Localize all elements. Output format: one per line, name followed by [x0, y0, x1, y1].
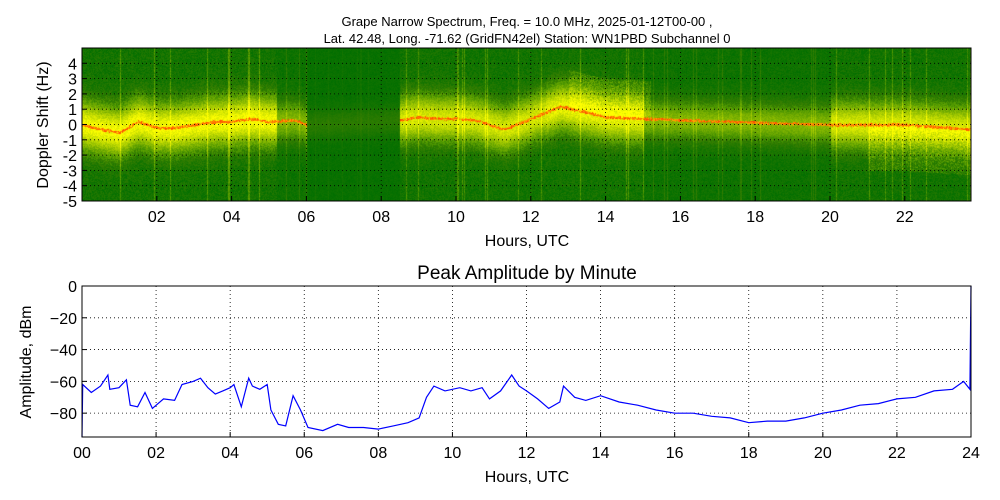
amplitude-ticks: 00 02 04 06 08 10 12 14 16 18 20 22 24 0 −20 −40 −60 −80: [50, 279, 980, 462]
spectrum-ytick-label: 4: [68, 56, 77, 73]
amplitude-grid: [81, 285, 972, 437]
spectrum-ytick-label: 1: [68, 102, 77, 119]
spectrum-title-line-1: Grape Narrow Spectrum, Freq. = 10.0 MHz,…: [341, 14, 712, 29]
spectrum-grid: [82, 48, 971, 202]
amplitude-ytick-label: −20: [50, 311, 77, 328]
spectrum-xtick-label: 12: [522, 209, 540, 226]
spectrum-xtick-label: 04: [223, 209, 241, 226]
amplitude-ytick-label: −40: [50, 343, 77, 360]
spectrum-ytick-label: -3: [63, 163, 77, 180]
amplitude-xtick-label: 14: [592, 445, 610, 462]
amplitude-xtick-label: 22: [888, 445, 906, 462]
amplitude-xtick-label: 02: [147, 445, 165, 462]
spectrum-ylabel: Doppler Shift (Hz): [35, 61, 52, 188]
spectrum-ytick-label: -2: [63, 148, 77, 165]
amplitude-xtick-label: 18: [740, 445, 758, 462]
spectrum-ytick-label: -1: [63, 133, 77, 150]
amplitude-ytick-label: −60: [50, 374, 77, 391]
spectrum-ytick-label: 2: [68, 87, 77, 104]
spectrum-xtick-label: 08: [372, 209, 390, 226]
spectrum-ytick-label: -4: [63, 179, 77, 196]
amplitude-xtick-label: 04: [221, 445, 239, 462]
amplitude-series-line: [81, 285, 972, 438]
spectrum-xtick-label: 16: [672, 209, 690, 226]
amplitude-xtick-label: 16: [666, 445, 684, 462]
amplitude-xtick-label: 20: [814, 445, 832, 462]
amplitude-xtick-label: 12: [518, 445, 536, 462]
spectrum-ytick-label: -5: [63, 194, 77, 211]
amplitude-title: Peak Amplitude by Minute: [417, 263, 637, 284]
spectrum-xtick-label: 14: [597, 209, 615, 226]
amplitude-ytick-label: 0: [68, 279, 77, 296]
spectrum-ytick-label: 3: [68, 72, 77, 89]
spectrum-xtick-label: 02: [148, 209, 166, 226]
amplitude-xtick-label: 24: [962, 445, 980, 462]
amplitude-xtick-label: 06: [295, 445, 313, 462]
spectrum-ytick-label: 0: [68, 118, 77, 135]
spectrum-xtick-label: 10: [447, 209, 465, 226]
spectrum-xtick-label: 20: [821, 209, 839, 226]
spectrum-xtick-label: 22: [896, 209, 914, 226]
amplitude-xtick-label: 00: [73, 445, 91, 462]
amplitude-xtick-label: 10: [444, 445, 462, 462]
spectrum-xtick-label: 06: [298, 209, 316, 226]
amplitude-xlabel: Hours, UTC: [485, 469, 569, 486]
spectrum-xlabel: Hours, UTC: [485, 233, 569, 250]
amplitude-ytick-label: −80: [50, 406, 77, 423]
spectrum-title-line-2: Lat. 42.48, Long. -71.62 (GridFN42el) St…: [324, 31, 731, 46]
spectrum-xtick-label: 18: [746, 209, 764, 226]
amplitude-xtick-label: 08: [369, 445, 387, 462]
amplitude-ylabel: Amplitude, dBm: [18, 306, 35, 419]
